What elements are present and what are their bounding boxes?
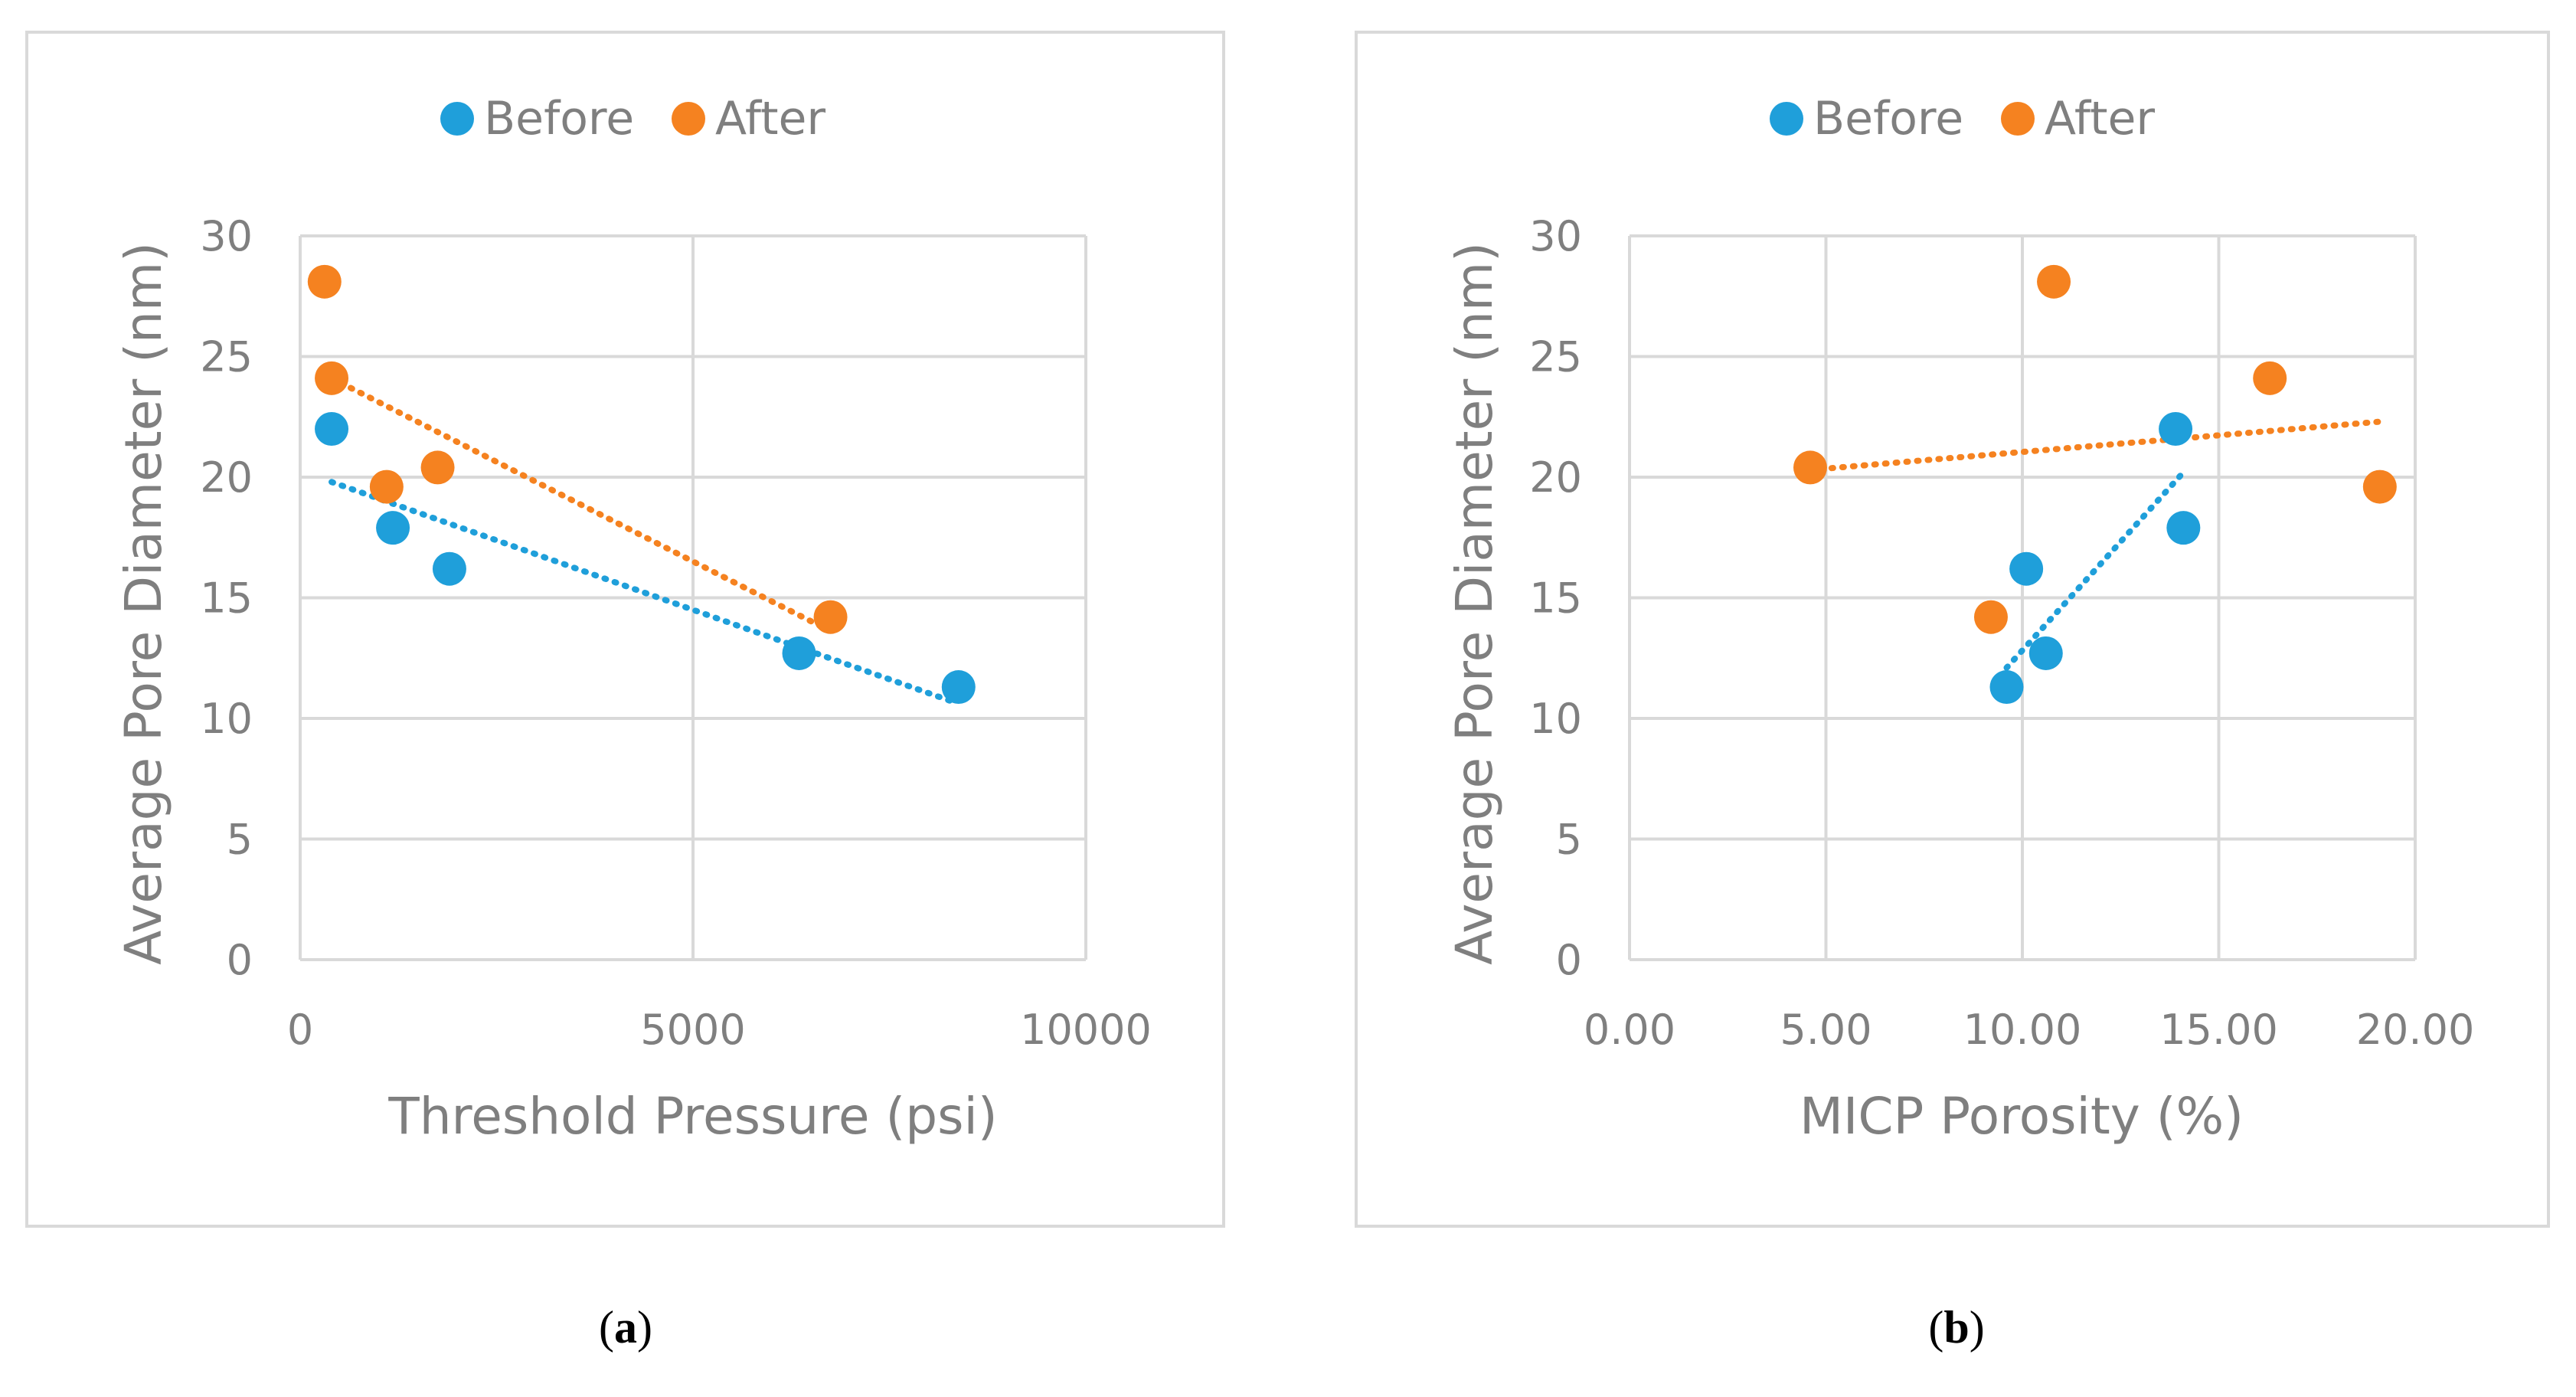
y-tick-label-b: 0: [1556, 936, 1582, 984]
caption-a-letter: a: [614, 1302, 637, 1353]
point-before-a: [782, 636, 816, 670]
legend-a: Before After: [440, 92, 825, 146]
x-axis-title-a: Threshold Pressure (psi): [387, 1087, 997, 1146]
point-after-a: [420, 450, 455, 485]
x-tick-labels-b: 0.00 5.00 10.00 15.00 20.00: [1584, 1006, 2474, 1054]
caption-b: (b): [1928, 1302, 1984, 1353]
point-after-a: [369, 469, 404, 504]
point-before-b: [2028, 636, 2063, 670]
point-before-b: [2009, 551, 2044, 586]
y-tick-label-a: 30: [200, 212, 253, 260]
y-tick-label-a: 25: [200, 333, 253, 381]
legend-marker-after-a: [672, 102, 705, 136]
y-tick-labels-a: 0 5 10 15 20 25 30: [200, 212, 253, 984]
y-tick-label-b: 20: [1529, 453, 1582, 502]
legend-label-after-b: After: [2045, 92, 2155, 146]
points-a: [307, 264, 976, 705]
x-axis-title-b: MICP Porosity (%): [1800, 1087, 2244, 1146]
point-before-b: [2166, 511, 2201, 545]
y-tick-label-a: 10: [200, 695, 253, 743]
trendline-after-a: [329, 375, 830, 633]
x-tick-label-b: 20.00: [2356, 1006, 2475, 1054]
x-tick-label-a: 5000: [640, 1006, 745, 1054]
y-tick-label-b: 25: [1529, 333, 1582, 381]
point-before-a: [315, 412, 349, 446]
x-tick-label-a: 10000: [1020, 1006, 1152, 1054]
legend-marker-after-b: [2001, 102, 2035, 136]
x-tick-label-b: 5.00: [1780, 1006, 1872, 1054]
x-tick-label-a: 0: [287, 1006, 313, 1054]
y-axis-title-b: Average Pore Diameter (nm): [1445, 242, 1504, 965]
y-tick-label-b: 15: [1529, 574, 1582, 623]
gridlines-a: [299, 234, 1087, 961]
y-tick-label-b: 30: [1529, 212, 1582, 260]
legend-label-after-a: After: [715, 92, 825, 146]
y-tick-label-b: 10: [1529, 695, 1582, 743]
point-after-b: [1793, 450, 1827, 485]
gridlines-b: [1628, 234, 2417, 961]
point-before-a: [941, 670, 976, 705]
legend-marker-before-b: [1770, 102, 1803, 136]
chart-panel-a: 0 5 10 15 20 25 30 0 5000 10000 Before After Ave…: [25, 31, 1225, 1228]
y-tick-label-a: 20: [200, 453, 253, 502]
y-tick-label-a: 15: [200, 574, 253, 623]
point-after-a: [307, 264, 342, 299]
chart-panel-b: 0 5 10 15 20 25 30 0.00 5.00 10.00 15.00 20.00 Bef…: [1355, 31, 2550, 1228]
chart-frame-b: [1355, 31, 2550, 1228]
points-b: [1793, 264, 2397, 705]
legend-label-before-b: Before: [1813, 92, 1963, 146]
legend-label-before-a: Before: [484, 92, 634, 146]
trendlines-b: [1806, 418, 2383, 671]
x-tick-label-b: 15.00: [2159, 1006, 2278, 1054]
x-tick-label-b: 10.00: [1963, 1006, 2082, 1054]
trendlines-a: [329, 375, 956, 705]
legend-marker-before-a: [440, 102, 474, 136]
y-tick-label-a: 0: [227, 936, 253, 984]
point-before-a: [376, 511, 410, 545]
x-tick-label-b: 0.00: [1584, 1006, 1675, 1054]
point-after-b: [1973, 600, 2008, 634]
point-before-a: [432, 551, 466, 586]
point-after-a: [315, 361, 349, 395]
y-tick-label-b: 5: [1556, 816, 1582, 864]
point-after-b: [2253, 361, 2287, 395]
y-tick-label-a: 5: [227, 816, 253, 864]
point-before-b: [2159, 412, 2193, 446]
chart-frame-a: [25, 31, 1225, 1228]
caption-a: (a): [599, 1302, 652, 1353]
point-before-b: [1989, 670, 2024, 705]
legend-b: Before After: [1770, 92, 2155, 146]
x-tick-labels-a: 0 5000 10000: [287, 1006, 1152, 1054]
trendline-after-b: [1806, 418, 2383, 473]
trendline-before-b: [2003, 469, 2187, 671]
y-axis-title-a: Average Pore Diameter (nm): [114, 242, 173, 965]
trendline-before-a: [329, 479, 956, 705]
point-after-a: [813, 600, 848, 634]
point-after-b: [2362, 469, 2397, 504]
caption-b-letter: b: [1943, 1302, 1969, 1353]
y-tick-labels-b: 0 5 10 15 20 25 30: [1529, 212, 1582, 984]
point-after-b: [2037, 264, 2071, 299]
